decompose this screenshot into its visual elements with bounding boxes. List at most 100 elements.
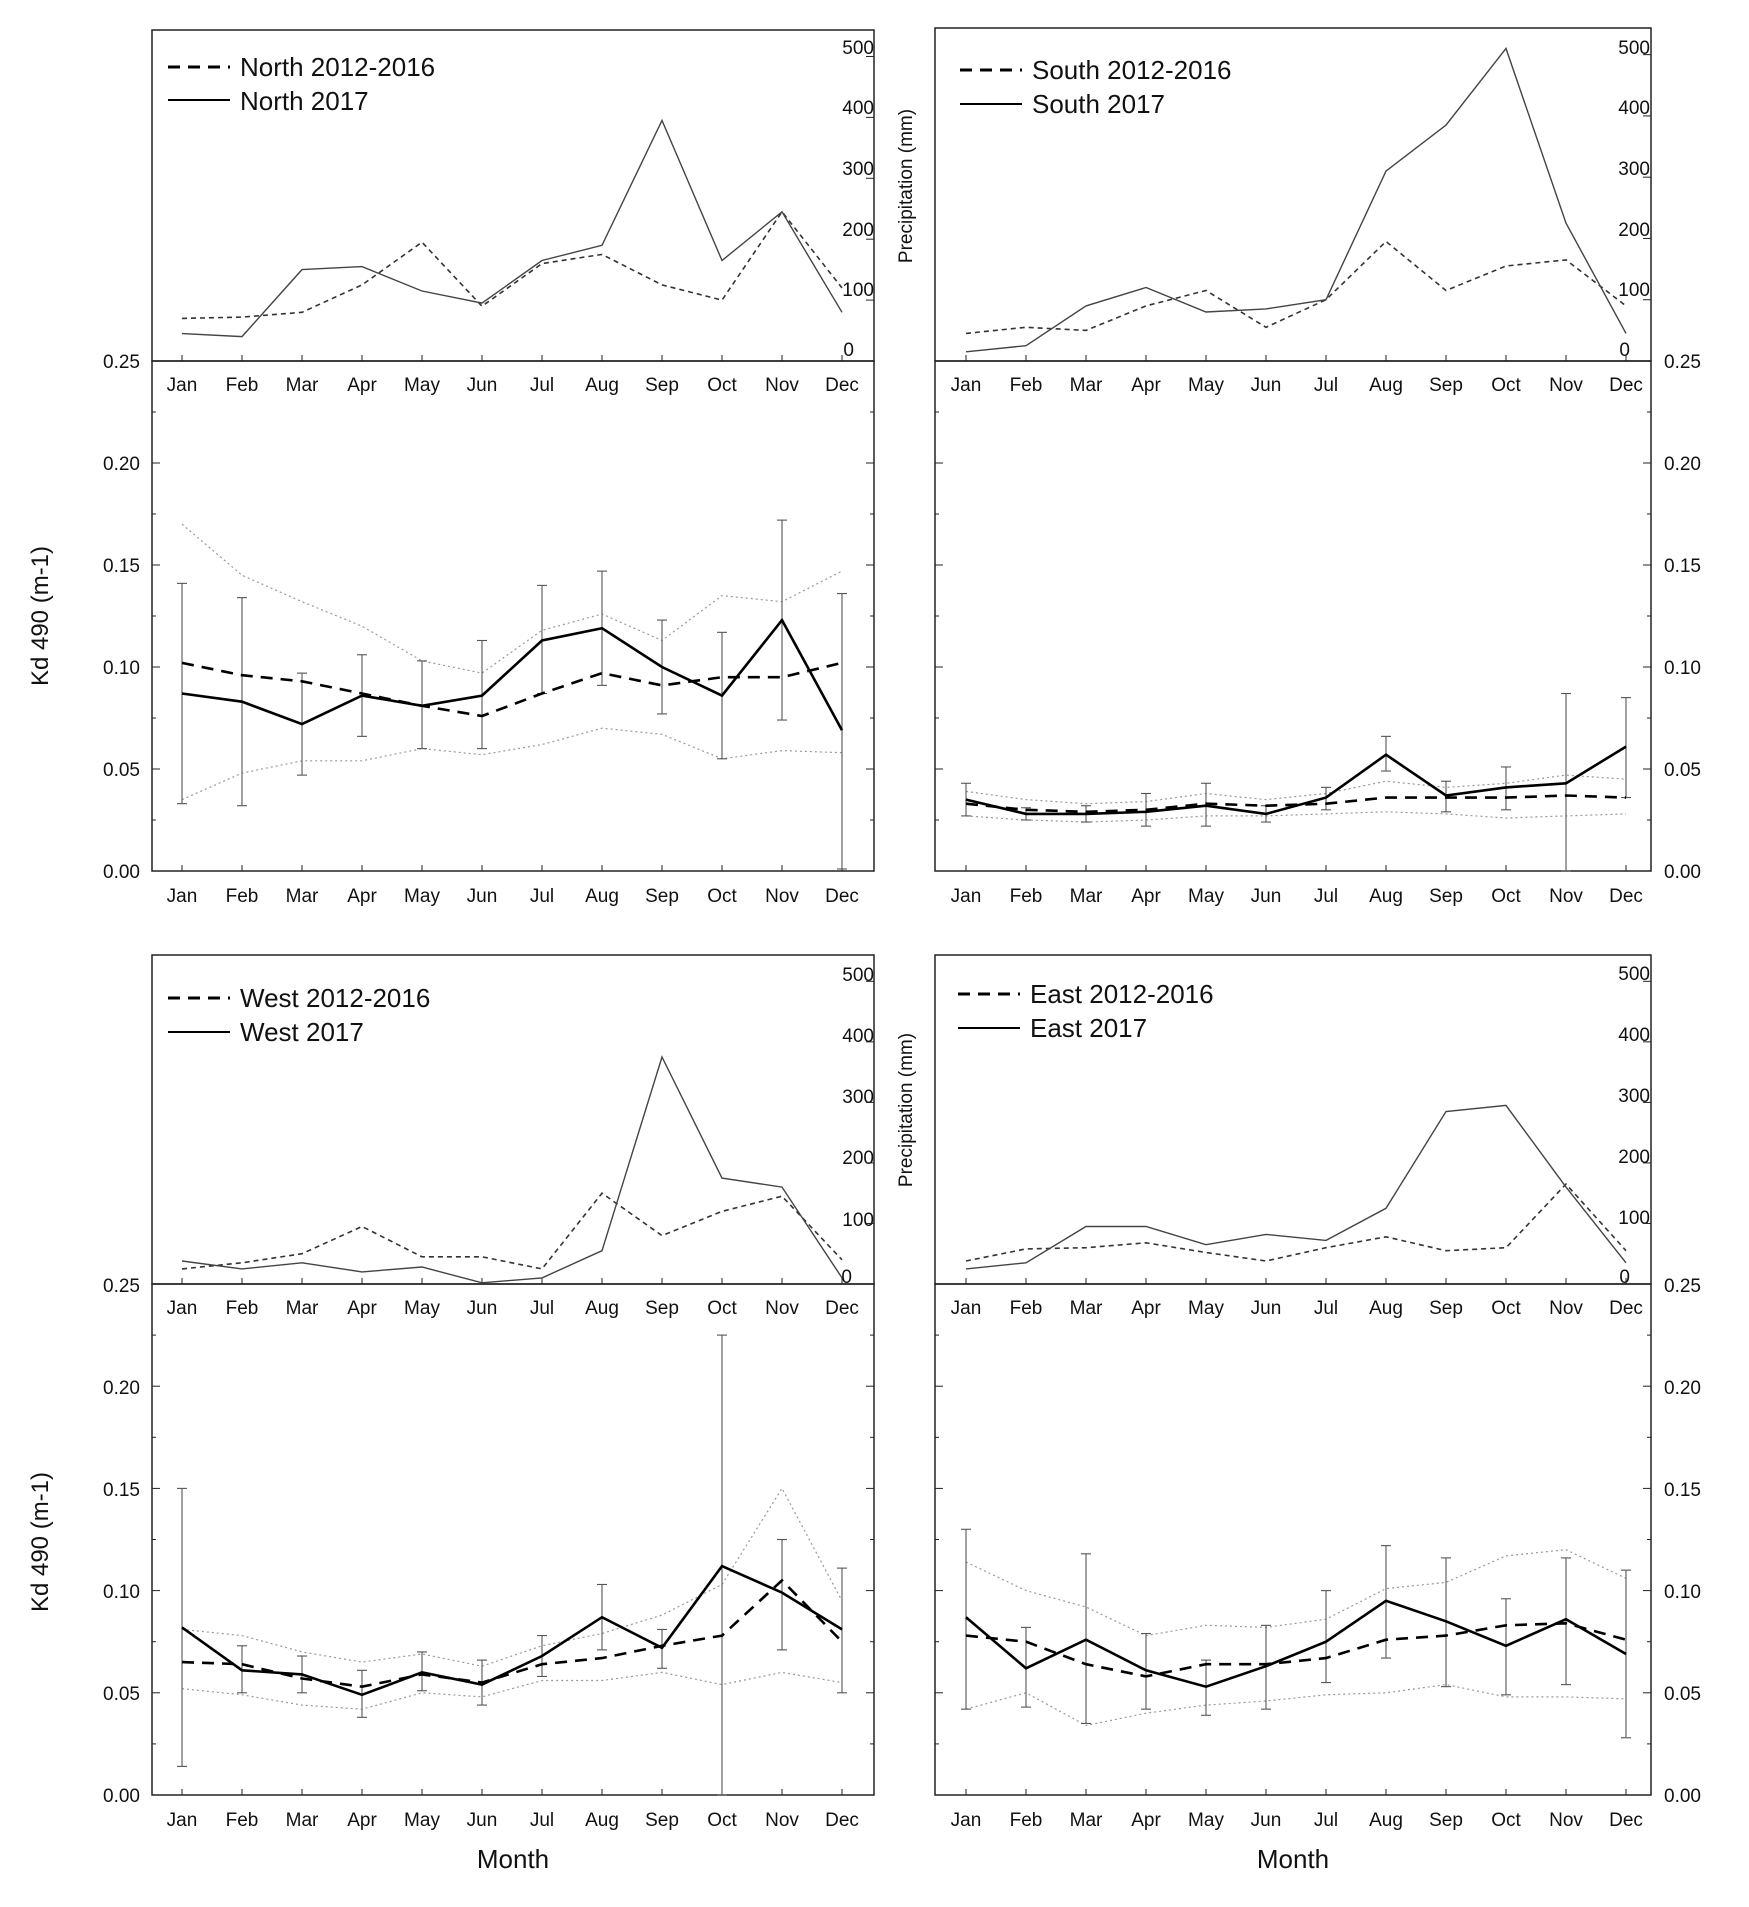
precip-axis-title-south: Precipitation (mm) xyxy=(896,109,917,263)
precip-axis-title-east: Precipitation (mm) xyxy=(896,1033,917,1187)
month-label-oct: Oct xyxy=(1491,886,1521,907)
month-label-sep: Sep xyxy=(645,375,679,396)
kd-tick-000: 0.00 xyxy=(103,1786,140,1807)
kd-tick-005: 0.05 xyxy=(1664,760,1701,781)
month-label-jan: Jan xyxy=(951,375,982,396)
kd-tick-000: 0.00 xyxy=(1664,1786,1701,1807)
kd-band-lower-line xyxy=(181,727,843,801)
kd-tick-010: 0.10 xyxy=(1664,1582,1701,1603)
month-label-dec: Dec xyxy=(825,1810,859,1831)
month-label-apr: Apr xyxy=(1131,375,1161,396)
month-label-feb: Feb xyxy=(1010,1810,1043,1831)
precip-tick-100: 100 xyxy=(1618,1208,1650,1229)
month-label-nov: Nov xyxy=(1549,886,1583,907)
kd-tick-005: 0.05 xyxy=(103,760,140,781)
month-label-jun: Jun xyxy=(1251,1810,1282,1831)
month-label-jul: Jul xyxy=(530,1810,554,1831)
precip-ticks-south: 0 100 200 300 400 500 xyxy=(1618,38,1650,361)
month-label-jun: Jun xyxy=(1251,886,1282,907)
month-label-jan: Jan xyxy=(951,1298,982,1319)
month-label-aug: Aug xyxy=(1369,1810,1403,1831)
precip-tick-100: 100 xyxy=(842,1210,874,1231)
kd-band-lower-line xyxy=(965,811,1627,823)
precip-2017-line xyxy=(965,1104,1627,1270)
month-label-apr: Apr xyxy=(1131,886,1161,907)
panel-north: 0 100 200 300 400 500 North 2012-2016 No… xyxy=(27,29,875,907)
legend-west: West 2012-2016 West 2017 xyxy=(168,983,430,1047)
month-label-dec: Dec xyxy=(1609,1298,1643,1319)
kd-tick-025: 0.25 xyxy=(1664,352,1701,373)
month-label-jun: Jun xyxy=(467,1298,498,1319)
month-label-mar: Mar xyxy=(1070,1298,1103,1319)
precip-tick-500: 500 xyxy=(842,965,874,986)
kd-2017-line xyxy=(181,617,844,731)
month-label-nov: Nov xyxy=(765,375,799,396)
kd-tick-020: 0.20 xyxy=(1664,454,1701,475)
kd-mean-line xyxy=(965,1621,1627,1678)
precip-tick-100: 100 xyxy=(842,280,874,301)
kd-ticks-north: 0.00 0.05 0.10 0.15 0.20 0.25 xyxy=(103,352,140,883)
precip-tick-0: 0 xyxy=(843,340,854,361)
precip-mean-line xyxy=(181,1192,843,1270)
legend-south: South 2012-2016 South 2017 xyxy=(960,55,1232,119)
kd-axis-title-west: Kd 490 (m-1) xyxy=(27,1472,54,1612)
kd-tick-025: 0.25 xyxy=(103,352,140,373)
month-labels-bottom-west: Jan Feb Mar Apr May Jun Jul Aug Sep Oct … xyxy=(167,1810,859,1831)
kd-band-upper-line xyxy=(965,1549,1627,1637)
month-label-mar: Mar xyxy=(1070,1810,1103,1831)
panel-south: 0 100 200 300 400 500 South 2012-2016 So… xyxy=(896,27,1701,907)
month-label-feb: Feb xyxy=(226,1298,259,1319)
precip-tick-500: 500 xyxy=(1618,964,1650,985)
month-label-feb: Feb xyxy=(226,375,259,396)
precip-tick-200: 200 xyxy=(1618,220,1650,241)
month-label-dec: Dec xyxy=(1609,375,1643,396)
month-label-aug: Aug xyxy=(1369,886,1403,907)
kd-ticks-south: 0.00 0.05 0.10 0.15 0.20 0.25 xyxy=(1664,352,1701,883)
precip-tick-300: 300 xyxy=(842,1087,874,1108)
kd-2017-line xyxy=(181,1564,843,1697)
month-label-may: May xyxy=(404,886,440,907)
kd-tick-020: 0.20 xyxy=(1664,1378,1701,1399)
month-label-may: May xyxy=(1188,1810,1224,1831)
precip-tick-0: 0 xyxy=(1619,340,1630,361)
month-label-feb: Feb xyxy=(1010,886,1043,907)
kd-ticks-east: 0.00 0.05 0.10 0.15 0.20 xyxy=(1664,1378,1701,1807)
chart-marks-west xyxy=(152,980,874,1796)
month-label-mar: Mar xyxy=(286,1810,319,1831)
month-label-jan: Jan xyxy=(951,886,982,907)
kd-top-tick-west: 0.25 xyxy=(103,1276,140,1297)
precip-tick-300: 300 xyxy=(1618,1086,1650,1107)
month-labels-top-north: Jan Feb Mar Apr May Jun Jul Aug Sep Oct … xyxy=(167,375,859,396)
month-label-oct: Oct xyxy=(707,375,737,396)
month-label-jun: Jun xyxy=(467,886,498,907)
precip-tick-200: 200 xyxy=(842,1148,874,1169)
month-label-aug: Aug xyxy=(1369,375,1403,396)
kd-mean-line xyxy=(181,1578,843,1689)
kd-tick-015: 0.15 xyxy=(103,1480,140,1501)
precip-tick-200: 200 xyxy=(1618,1147,1650,1168)
month-label-apr: Apr xyxy=(1131,1298,1161,1319)
chart-marks-east xyxy=(935,980,1651,1796)
precip-ticks-north: 0 100 200 300 400 500 xyxy=(842,38,874,361)
precip-mean-line xyxy=(965,1182,1627,1262)
kd-tick-020: 0.20 xyxy=(103,1378,140,1399)
month-label-oct: Oct xyxy=(707,886,737,907)
month-label-jun: Jun xyxy=(1251,375,1282,396)
month-label-jul: Jul xyxy=(530,375,554,396)
month-label-nov: Nov xyxy=(1549,1298,1583,1319)
kd-tick-010: 0.10 xyxy=(103,1582,140,1603)
month-label-nov: Nov xyxy=(1549,375,1583,396)
precip-tick-400: 400 xyxy=(842,98,874,119)
kd-band-upper-line xyxy=(181,523,843,674)
kd-tick-020: 0.20 xyxy=(103,454,140,475)
month-label-oct: Oct xyxy=(1491,1298,1521,1319)
kd-ticks-west: 0.00 0.05 0.10 0.15 0.20 xyxy=(103,1378,140,1807)
month-label-apr: Apr xyxy=(347,1810,377,1831)
legend-mean-label: North 2012-2016 xyxy=(240,52,435,82)
month-label-dec: Dec xyxy=(1609,1810,1643,1831)
month-label-jul: Jul xyxy=(530,886,554,907)
month-label-jan: Jan xyxy=(167,1298,198,1319)
precip-tick-400: 400 xyxy=(842,1026,874,1047)
legend-2017-label: West 2017 xyxy=(240,1017,364,1047)
